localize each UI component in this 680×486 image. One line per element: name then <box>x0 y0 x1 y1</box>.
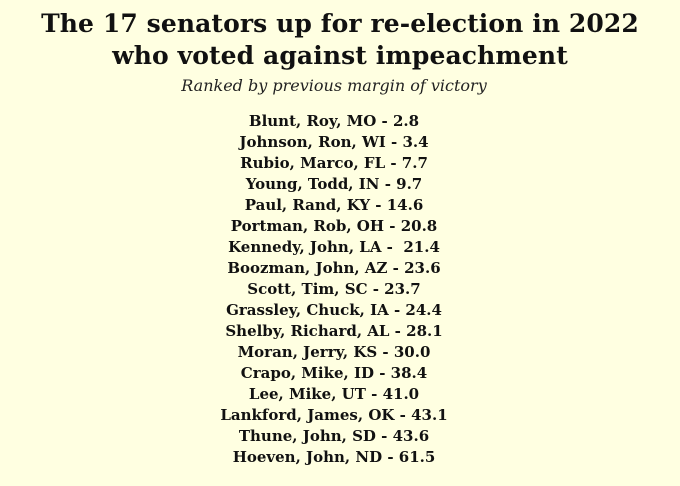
title-line-1: The 17 senators up for re-election in 20… <box>41 9 639 38</box>
list-item: Grassley, Chuck, IA - 24.4 <box>226 301 442 319</box>
list-item: Scott, Tim, SC - 23.7 <box>247 280 421 298</box>
list-item: Hoeven, John, ND - 61.5 <box>232 448 436 466</box>
list-item: Rubio, Marco, FL - 7.7 <box>240 154 428 172</box>
page-title: The 17 senators up for re-election in 20… <box>0 8 680 72</box>
title-line-2: who voted against impeachment <box>112 41 568 70</box>
list-item: Young, Todd, IN - 9.7 <box>245 175 423 193</box>
list-item: Kennedy, John, LA - 21.4 <box>228 238 440 256</box>
list-item: Lee, Mike, UT - 41.0 <box>248 385 420 403</box>
list-item: Moran, Jerry, KS - 30.0 <box>237 343 431 361</box>
page-subtitle: Ranked by previous margin of victory <box>181 76 487 95</box>
list-item: Johnson, Ron, WI - 3.4 <box>239 133 429 151</box>
list-item: Portman, Rob, OH - 20.8 <box>230 217 438 235</box>
list-item: Lankford, James, OK - 43.1 <box>220 406 448 424</box>
list-item: Shelby, Richard, AL - 28.1 <box>225 322 443 340</box>
list-item: Blunt, Roy, MO - 2.8 <box>248 112 420 130</box>
senator-list: Blunt, Roy, MO - 2.8 Johnson, Ron, WI - … <box>0 111 680 468</box>
list-item: Thune, John, SD - 43.6 <box>238 427 430 445</box>
list-item: Boozman, John, AZ - 23.6 <box>227 259 441 277</box>
list-item: Paul, Rand, KY - 14.6 <box>244 196 424 214</box>
list-item: Crapo, Mike, ID - 38.4 <box>240 364 428 382</box>
